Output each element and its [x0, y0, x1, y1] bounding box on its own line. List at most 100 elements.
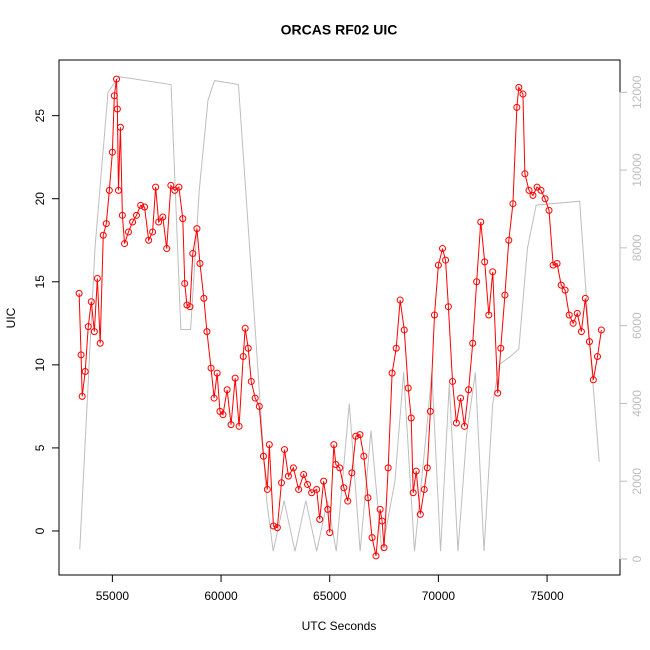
data-point — [521, 170, 529, 178]
y2-tick-label: 10000 — [630, 153, 644, 187]
data-point — [457, 394, 465, 402]
data-point — [181, 279, 189, 287]
x-tick-label: 75000 — [530, 589, 564, 603]
x-tick-label: 70000 — [422, 589, 456, 603]
data-point — [452, 419, 460, 427]
data-point — [114, 186, 122, 194]
data-point — [519, 90, 527, 98]
data-point — [121, 240, 129, 248]
data-point — [368, 534, 376, 542]
data-point — [255, 402, 263, 410]
data-point — [99, 231, 107, 239]
data-point — [409, 489, 417, 497]
data-point — [167, 181, 175, 189]
data-point — [113, 105, 121, 113]
data-point — [124, 228, 132, 236]
data-point — [344, 497, 352, 505]
data-point — [581, 294, 589, 302]
data-point — [304, 480, 312, 488]
data-point — [400, 326, 408, 334]
data-point — [477, 218, 485, 226]
data-point — [102, 220, 110, 228]
data-point — [244, 344, 252, 352]
chart-title: ORCAS RF02 UIC — [281, 22, 398, 38]
data-point — [439, 245, 447, 253]
y-tick-label: 0 — [33, 527, 47, 534]
x-axis-label: UTC Seconds — [302, 619, 377, 633]
data-point — [171, 186, 179, 194]
y-tick-label: 25 — [33, 109, 47, 123]
data-point — [497, 344, 505, 352]
data-point — [494, 389, 502, 397]
data-point — [434, 261, 442, 269]
data-point — [426, 407, 434, 415]
data-point — [81, 367, 89, 375]
data-point — [473, 278, 481, 286]
data-point — [133, 211, 141, 219]
data-point — [356, 431, 364, 439]
data-point — [396, 296, 404, 304]
data-point — [360, 452, 368, 460]
x-tick-label: 55000 — [96, 589, 130, 603]
plot-frame — [58, 59, 621, 576]
data-point — [577, 328, 585, 336]
data-point — [597, 326, 605, 334]
data-point — [96, 339, 104, 347]
data-point — [75, 289, 83, 297]
data-point — [392, 344, 400, 352]
series-line — [78, 79, 602, 557]
data-point — [326, 529, 334, 537]
data-point — [313, 485, 321, 493]
data-point — [515, 83, 523, 91]
data-point — [465, 386, 473, 394]
data-point — [149, 228, 157, 236]
data-point — [561, 286, 569, 294]
data-point — [388, 369, 396, 377]
data-point — [380, 544, 388, 552]
data-point — [241, 324, 249, 332]
data-point — [423, 464, 431, 472]
data-point — [340, 484, 348, 492]
data-point — [404, 384, 412, 392]
data-point — [273, 524, 281, 532]
data-point — [179, 215, 187, 223]
data-point — [549, 261, 557, 269]
y2-tick-label: 0 — [630, 555, 644, 562]
data-point — [324, 505, 332, 513]
data-point — [137, 201, 145, 209]
data-point — [376, 505, 384, 513]
data-point — [449, 377, 457, 385]
data-point — [364, 494, 372, 502]
data-point — [336, 464, 344, 472]
data-point — [525, 186, 533, 194]
data-point — [87, 298, 95, 306]
data-point — [219, 411, 227, 419]
data-point — [145, 236, 153, 244]
data-point — [129, 218, 137, 226]
data-point — [407, 414, 415, 422]
data-point — [251, 394, 259, 402]
data-point — [265, 441, 273, 449]
data-point — [372, 552, 380, 560]
y-axis-label: UIC — [4, 307, 18, 328]
data-point — [259, 452, 267, 460]
data-point — [284, 472, 292, 480]
data-point — [110, 92, 118, 100]
data-point — [412, 467, 420, 475]
data-point — [553, 260, 561, 268]
data-point — [152, 183, 160, 191]
data-point — [93, 274, 101, 282]
data-point — [263, 485, 271, 493]
data-point — [565, 311, 573, 319]
data-point — [155, 218, 163, 226]
y-tick-label: 20 — [33, 192, 47, 206]
data-point — [163, 245, 171, 253]
data-point — [460, 422, 468, 430]
y-tick-label: 10 — [33, 358, 47, 372]
data-point — [320, 477, 328, 485]
data-point — [269, 522, 277, 530]
data-point — [196, 260, 204, 268]
data-point — [235, 422, 243, 430]
